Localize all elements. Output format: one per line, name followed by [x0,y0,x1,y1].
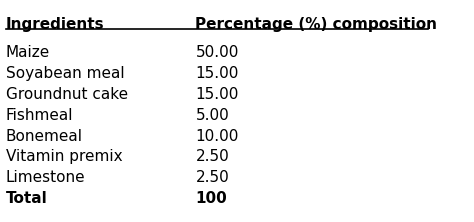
Text: Ingredients: Ingredients [6,17,104,32]
Text: Total: Total [6,191,47,206]
Text: Vitamin premix: Vitamin premix [6,149,122,164]
Text: Percentage (%) composition: Percentage (%) composition [195,17,438,32]
Text: 50.00: 50.00 [195,45,239,60]
Text: Limestone: Limestone [6,170,85,185]
Text: 2.50: 2.50 [195,170,229,185]
Text: 15.00: 15.00 [195,87,239,102]
Text: Bonemeal: Bonemeal [6,129,82,144]
Text: 2.50: 2.50 [195,149,229,164]
Text: 10.00: 10.00 [195,129,239,144]
Text: 15.00: 15.00 [195,66,239,81]
Text: Maize: Maize [6,45,50,60]
Text: Soyabean meal: Soyabean meal [6,66,124,81]
Text: 100: 100 [195,191,227,206]
Text: Fishmeal: Fishmeal [6,108,73,123]
Text: 5.00: 5.00 [195,108,229,123]
Text: Groundnut cake: Groundnut cake [6,87,128,102]
